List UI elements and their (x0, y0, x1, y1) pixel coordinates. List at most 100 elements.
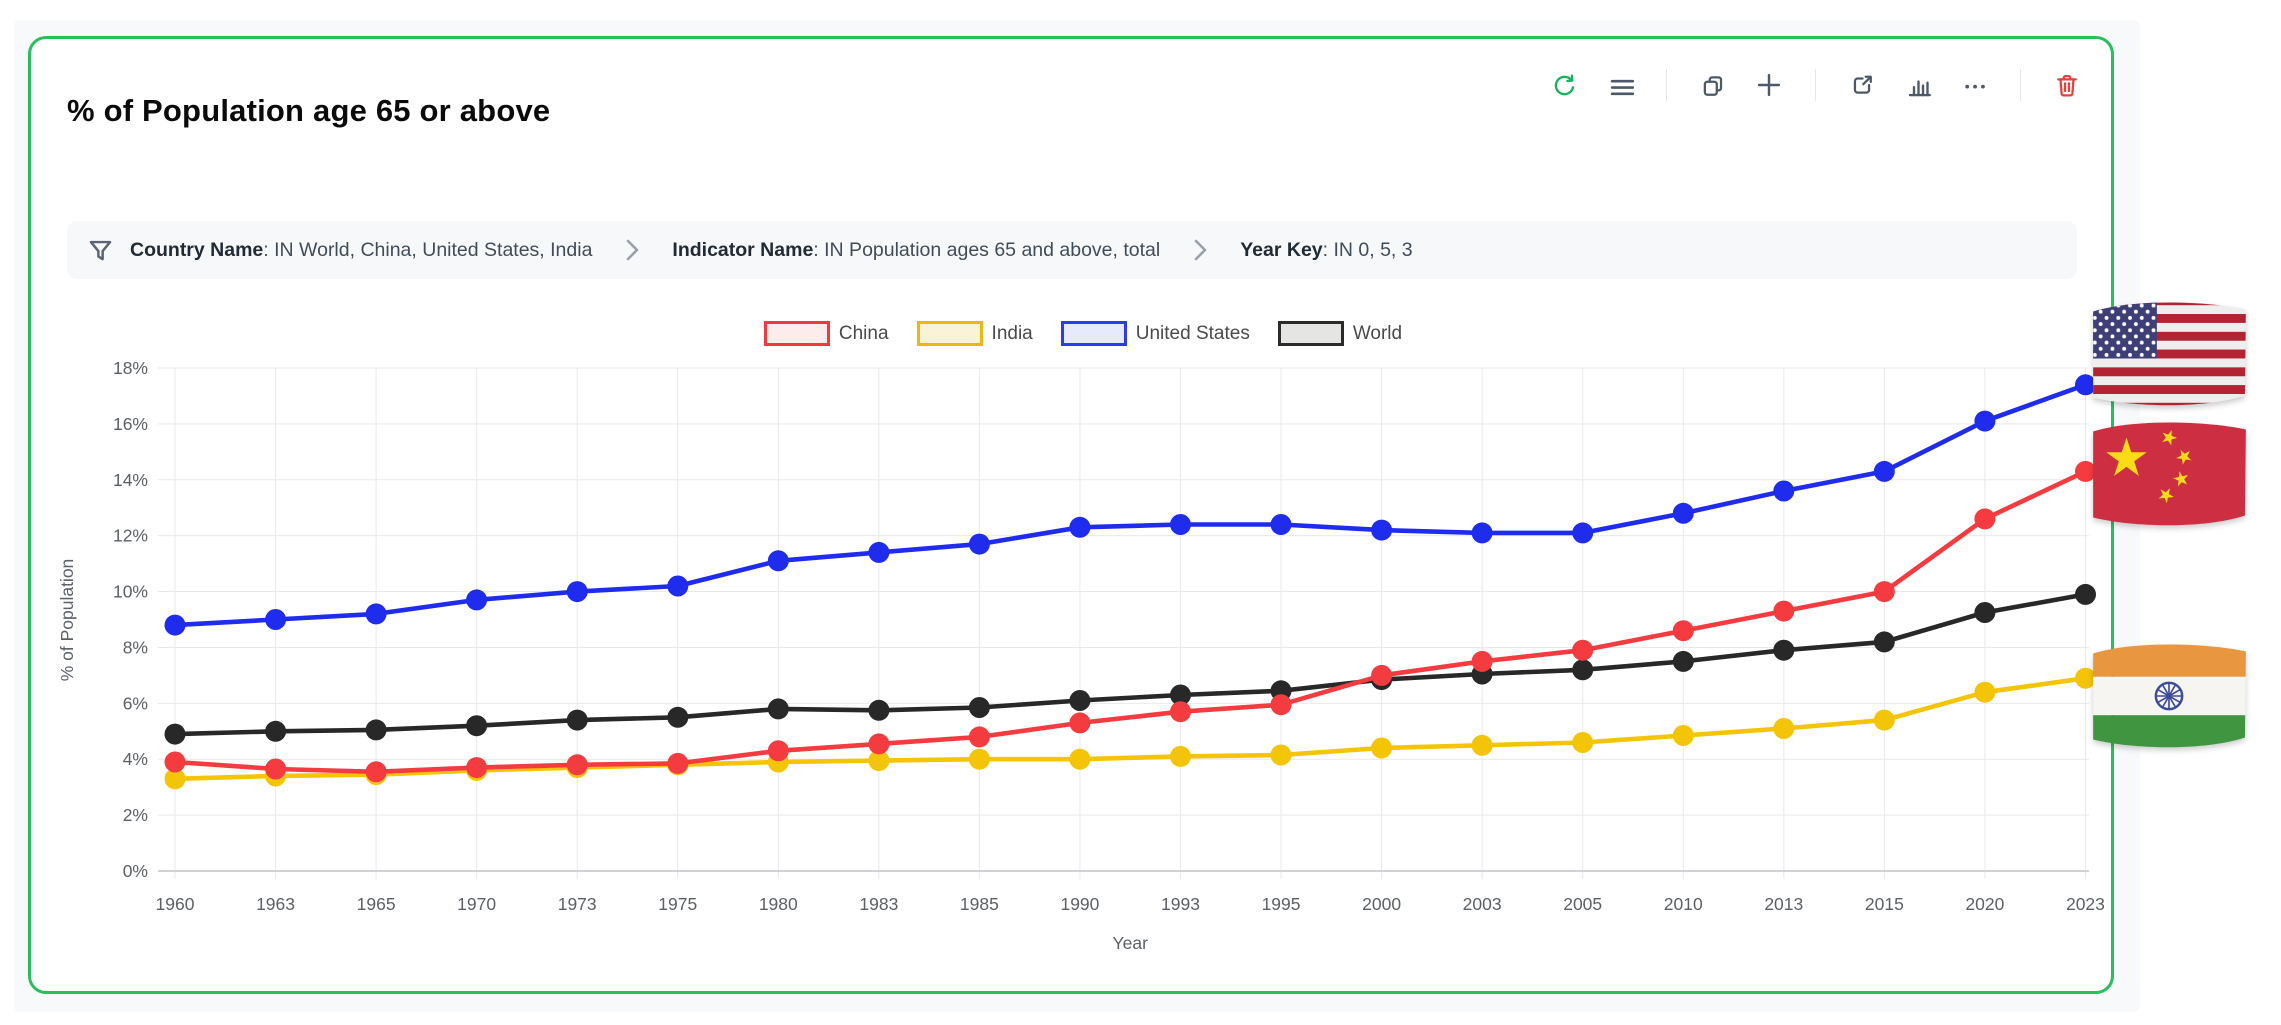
legend-swatch-world (1277, 321, 1344, 346)
data-point (164, 751, 186, 773)
data-point (767, 740, 789, 762)
data-point (1069, 516, 1091, 538)
menu-button[interactable] (1602, 67, 1638, 103)
data-point (1471, 734, 1493, 756)
y-tick-label: 12% (113, 526, 148, 546)
data-point (1672, 502, 1694, 524)
filter-indicator-name[interactable]: Indicator Name: IN Population ages 65 an… (672, 238, 1161, 261)
data-point (1471, 650, 1493, 672)
more-button[interactable] (1956, 67, 1992, 103)
data-point (365, 603, 387, 625)
filter-country-name[interactable]: Country Name: IN World, China, United St… (130, 238, 593, 261)
data-point (1773, 480, 1795, 502)
china-flag-icon (2093, 422, 2246, 526)
legend-item-india[interactable]: India (916, 321, 1033, 346)
x-tick-label: 2020 (1965, 894, 2004, 914)
copy-button[interactable] (1695, 67, 1731, 103)
chevron-right-icon (1190, 235, 1210, 265)
data-point (1270, 514, 1292, 535)
data-point (1974, 602, 1996, 623)
y-tick-label: 18% (113, 358, 148, 378)
data-point (2075, 583, 2096, 605)
data-point (767, 698, 789, 720)
legend-item-china[interactable]: China (763, 321, 889, 346)
legend-item-world[interactable]: World (1277, 321, 1403, 346)
data-point (1371, 664, 1393, 686)
y-tick-label: 4% (123, 749, 148, 769)
ellipsis-icon (1964, 84, 1985, 89)
data-point (466, 757, 488, 779)
data-point (1873, 460, 1895, 482)
card-toolbar (1546, 61, 2085, 109)
data-point (767, 550, 789, 572)
data-point (1873, 709, 1895, 731)
data-point (1873, 581, 1895, 603)
data-point (868, 750, 890, 772)
filter-funnel-icon (87, 237, 114, 264)
refresh-button[interactable] (1546, 67, 1582, 103)
data-point (868, 733, 890, 755)
filter-bar[interactable]: Country Name: IN World, China, United St… (67, 221, 2077, 279)
data-point (1773, 600, 1795, 622)
data-point (1672, 620, 1694, 642)
legend-label: United States (1135, 322, 1250, 344)
united-states-flag-icon (2093, 302, 2246, 406)
data-point (1974, 681, 1996, 703)
x-tick-label: 1960 (156, 894, 195, 914)
x-tick-label: 2000 (1362, 894, 1401, 914)
y-tick-label: 0% (123, 861, 148, 881)
trash-icon (2057, 74, 2077, 97)
x-tick-label: 1963 (256, 894, 295, 914)
y-tick-label: 14% (113, 470, 148, 490)
line-chart[interactable]: 0% 2% 4% 6% 8% 10% 12% 14% 16% 18% 1960 1963 1965 197… (53, 348, 2113, 968)
data-point (1170, 684, 1191, 706)
data-point (2075, 667, 2096, 689)
toolbar-divider (1815, 69, 1816, 101)
x-tick-label: 1993 (1161, 894, 1200, 914)
bar-chart-icon (1908, 79, 1931, 96)
data-point (1069, 690, 1091, 711)
data-point (1572, 639, 1594, 661)
data-point (1270, 744, 1292, 766)
series-united-states (164, 374, 2096, 636)
data-point (968, 748, 990, 770)
series-china (164, 460, 2096, 783)
data-point (1170, 514, 1191, 535)
series-world (164, 583, 2096, 745)
data-point (968, 697, 990, 718)
data-point (1572, 659, 1594, 681)
legend-swatch-india (916, 321, 983, 346)
data-point (1974, 508, 1996, 530)
page-title: % of Population age 65 or above (67, 93, 551, 128)
data-point (1773, 718, 1795, 739)
data-point (566, 754, 588, 776)
x-tick-label: 2023 (2066, 894, 2105, 914)
data-point (1773, 639, 1795, 661)
x-tick-label: 1980 (759, 894, 798, 914)
x-tick-label: 1965 (357, 894, 396, 914)
legend-label: World (1352, 322, 1403, 344)
add-button[interactable] (1751, 67, 1787, 103)
data-point (566, 581, 588, 603)
delete-button[interactable] (2049, 67, 2085, 103)
y-tick-label: 6% (123, 693, 148, 713)
data-point (2075, 374, 2096, 396)
data-point (1572, 522, 1594, 544)
legend-swatch-china (763, 321, 830, 346)
open-in-new-button[interactable] (1844, 67, 1880, 103)
legend-item-united-states[interactable]: United States (1060, 321, 1250, 346)
bar-chart-button[interactable] (1900, 67, 1936, 103)
data-point (265, 758, 287, 780)
filter-year-key[interactable]: Year Key: IN 0, 5, 3 (1240, 238, 1413, 261)
legend-label: India (991, 322, 1033, 344)
x-tick-label: 1995 (1262, 894, 1301, 914)
data-point (1672, 650, 1694, 672)
y-tick-label: 16% (113, 414, 148, 434)
data-point (1371, 519, 1393, 541)
y-tick-label: 10% (113, 582, 148, 602)
open-in-new-icon (1853, 75, 1872, 94)
chart-legend: China India United States World (53, 321, 2113, 346)
chevron-right-icon (622, 235, 642, 265)
data-point (365, 761, 387, 783)
legend-label: China (838, 322, 889, 344)
